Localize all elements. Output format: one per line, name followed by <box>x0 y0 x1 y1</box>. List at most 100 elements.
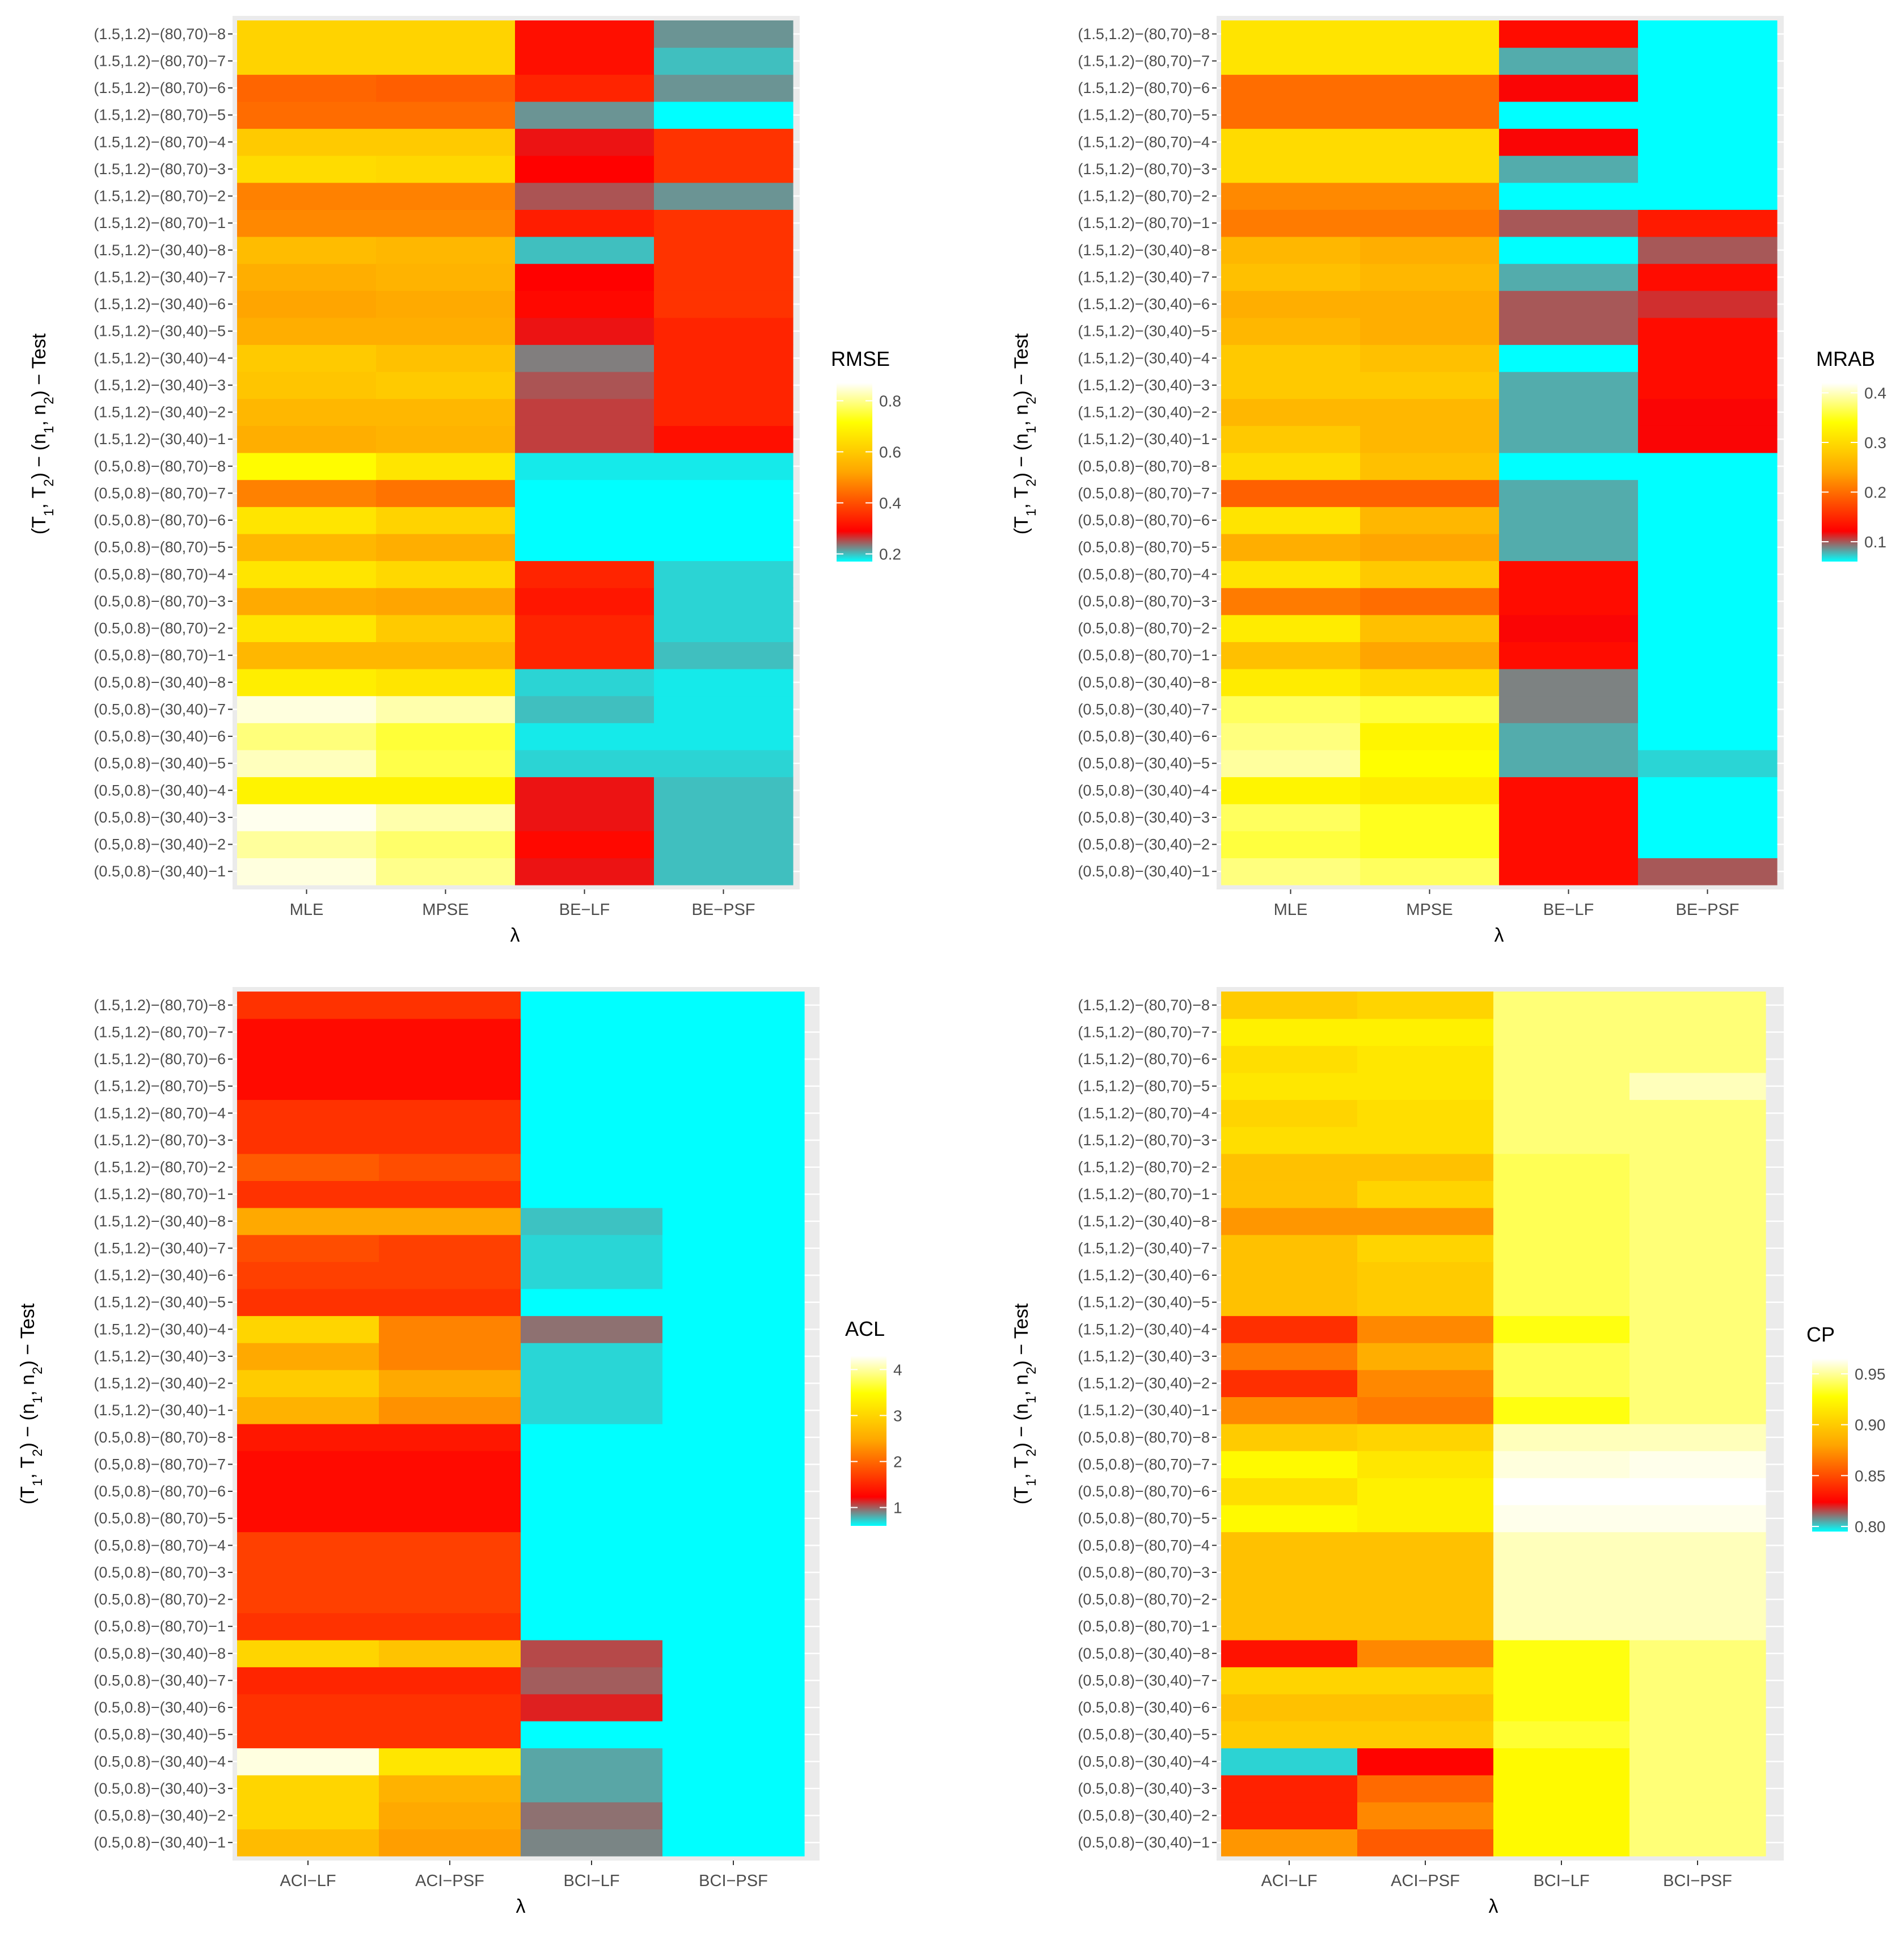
y-tick-label: (0.5,0.8)−(30,40)−1 <box>1078 863 1210 880</box>
heatmap-cell <box>1629 1748 1766 1775</box>
heatmap-cell <box>515 533 655 562</box>
y-tick-label: (1.5,1.2)−(30,40)−8 <box>94 242 226 259</box>
x-tick-label: MPSE <box>422 901 468 919</box>
x-tick-label: ACI−PSF <box>415 1872 484 1890</box>
heatmap-cell <box>662 1072 805 1100</box>
heatmap-cell <box>237 182 377 210</box>
heatmap-cell <box>1221 992 1358 1019</box>
heatmap-cell <box>1360 101 1500 129</box>
y-tick-label: (1.5,1.2)−(80,70)−8 <box>94 26 226 43</box>
y-tick-label: (0.5,0.8)−(30,40)−6 <box>94 1699 226 1716</box>
heatmap-cell <box>237 1045 379 1073</box>
heatmap-cell <box>1221 1748 1358 1775</box>
heatmap-cell <box>1493 1640 1630 1668</box>
heatmap-cell <box>1638 128 1778 156</box>
y-tick-label: (1.5,1.2)−(80,70)−1 <box>94 1186 226 1203</box>
heatmap-cell <box>376 614 516 642</box>
y-tick-label: (0.5,0.8)−(80,70)−4 <box>94 566 226 583</box>
heatmap-cell <box>1360 642 1500 669</box>
heatmap-cell <box>1499 182 1639 210</box>
heatmap-cell <box>237 398 377 426</box>
heatmap-cell <box>1629 1369 1766 1397</box>
heatmap-cell <box>379 1802 521 1829</box>
heatmap-cell <box>1357 1262 1494 1289</box>
y-tick-label: (1.5,1.2)−(30,40)−3 <box>94 1348 226 1365</box>
heatmap-cell <box>237 128 377 156</box>
heatmap-cell <box>1638 47 1778 75</box>
y-tick-label: (1.5,1.2)−(80,70)−8 <box>1078 997 1210 1014</box>
y-axis-title: (T1, T2) − (n1, n2) − Test <box>17 1303 45 1504</box>
heatmap-cell <box>1629 1829 1766 1857</box>
y-tick-label: (0.5,0.8)−(80,70)−5 <box>94 539 226 556</box>
heatmap-cell <box>1357 1045 1494 1073</box>
heatmap-cell <box>379 1478 521 1505</box>
y-tick-label: (1.5,1.2)−(30,40)−4 <box>94 349 226 366</box>
y-tick-label: (1.5,1.2)−(30,40)−2 <box>94 404 226 421</box>
heatmap-cell <box>1638 507 1778 534</box>
heatmap-cell <box>515 425 655 453</box>
heatmap-cell <box>1493 1288 1630 1317</box>
y-tick-label: (0.5,0.8)−(30,40)−3 <box>1078 809 1210 826</box>
heatmap-cell <box>1221 1504 1358 1533</box>
y-tick-label: (1.5,1.2)−(30,40)−1 <box>94 1402 226 1419</box>
heatmap-cell <box>379 1369 521 1397</box>
legend-colorbar <box>837 383 872 562</box>
y-tick-label: (0.5,0.8)−(80,70)−4 <box>94 1537 226 1554</box>
y-tick-label: (0.5,0.8)−(30,40)−4 <box>94 782 226 799</box>
heatmap-cell <box>237 1234 379 1262</box>
heatmap-cell <box>1360 830 1500 858</box>
heatmap-cell <box>237 1478 379 1505</box>
y-tick-label: (0.5,0.8)−(80,70)−3 <box>94 593 226 610</box>
y-tick-label: (1.5,1.2)−(80,70)−1 <box>1078 1186 1210 1203</box>
heatmap-cell <box>1221 1315 1358 1343</box>
heatmap-cell <box>1499 560 1639 588</box>
heatmap-cell <box>521 1180 663 1208</box>
heatmap-cell <box>1499 830 1639 858</box>
heatmap-cell <box>379 1585 521 1613</box>
y-tick-label: (1.5,1.2)−(80,70)−8 <box>1078 26 1210 43</box>
heatmap-cell <box>1629 1099 1766 1127</box>
heatmap-cell <box>1360 237 1500 264</box>
heatmap-cell <box>1221 182 1361 210</box>
heatmap-cell <box>1357 1424 1494 1452</box>
y-tick-label: (1.5,1.2)−(80,70)−2 <box>94 188 226 205</box>
x-tick-label: MLE <box>290 901 324 919</box>
heatmap-cell <box>1221 749 1361 778</box>
heatmap-cell <box>1638 453 1778 480</box>
heatmap-cell <box>379 1180 521 1208</box>
y-tick-label: (1.5,1.2)−(30,40)−4 <box>1078 349 1210 366</box>
heatmap-cell <box>1357 1369 1494 1397</box>
y-tick-label: (0.5,0.8)−(80,70)−6 <box>1078 1483 1210 1500</box>
heatmap-cell <box>379 1559 521 1587</box>
heatmap-cell <box>237 1504 379 1533</box>
x-axis-title: λ <box>1489 1896 1498 1917</box>
legend-tick-label: 0.85 <box>1855 1467 1886 1484</box>
heatmap-cell <box>654 533 793 562</box>
heatmap-cell <box>1629 1397 1766 1424</box>
heatmap-cell <box>379 1127 521 1154</box>
heatmap-cell <box>237 1667 379 1694</box>
heatmap-cell <box>1629 1694 1766 1722</box>
y-tick-label: (0.5,0.8)−(30,40)−3 <box>94 809 226 826</box>
heatmap-cell <box>1357 1532 1494 1559</box>
heatmap-cell <box>1357 1585 1494 1613</box>
heatmap-cell <box>654 507 793 534</box>
heatmap-cell <box>1221 533 1361 562</box>
heatmap-cell <box>1221 507 1361 534</box>
y-tick-label: (1.5,1.2)−(30,40)−7 <box>94 268 226 285</box>
heatmap-cell <box>379 1775 521 1803</box>
heatmap-cell <box>515 128 655 156</box>
heatmap-cell <box>237 344 377 372</box>
y-tick-label: (0.5,0.8)−(80,70)−1 <box>94 1618 226 1635</box>
heatmap-cell <box>237 1397 379 1424</box>
heatmap-cell <box>1499 398 1639 426</box>
heatmap-cell <box>1360 263 1500 291</box>
heatmap-cell <box>1629 1450 1766 1478</box>
heatmap-cell <box>1221 560 1361 588</box>
heatmap-cell <box>1360 723 1500 750</box>
y-tick-label: (0.5,0.8)−(30,40)−6 <box>1078 1699 1210 1716</box>
heatmap-cell <box>654 237 793 264</box>
heatmap-cell <box>521 1559 663 1587</box>
heatmap-cell <box>521 1018 663 1046</box>
heatmap-cell <box>654 695 793 723</box>
